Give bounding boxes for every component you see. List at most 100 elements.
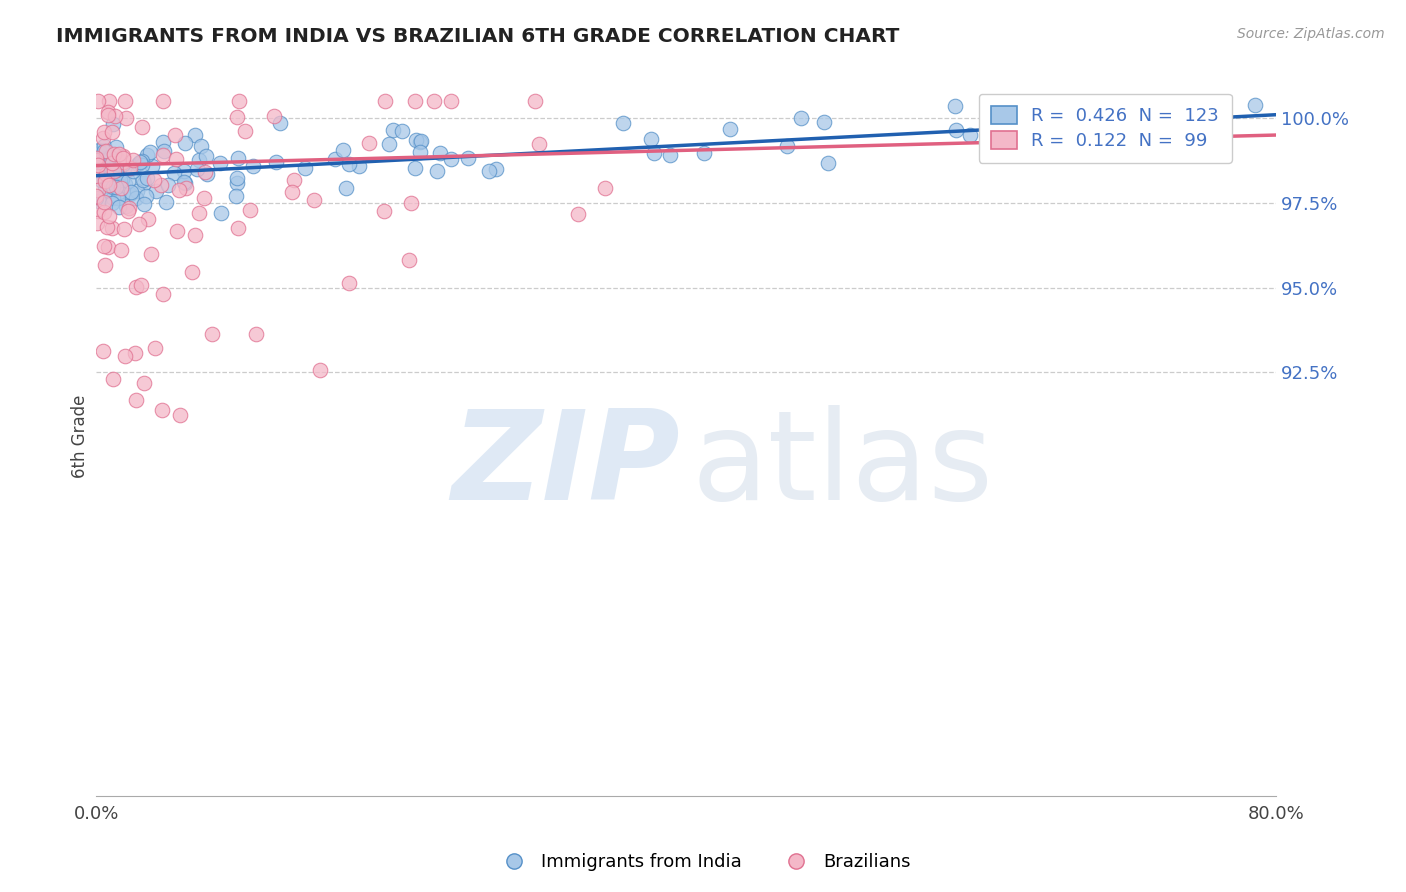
Point [302,193,325,207]
Point [1243,98,1265,112]
Point [97,176,120,190]
Point [325,152,347,166]
Point [135,188,157,202]
Point [101,125,124,139]
Point [153,144,176,158]
Y-axis label: 6th Grade: 6th Grade [72,395,89,478]
Point [143,341,166,355]
Point [1139,131,1161,145]
Point [94,258,117,272]
Point [225,188,247,202]
Point [111,149,134,163]
Point [440,94,463,108]
Point [108,173,131,187]
Point [132,376,155,390]
Point [156,178,179,192]
Point [1108,132,1130,146]
Point [117,203,139,218]
Point [87,194,110,208]
Point [108,186,131,200]
Point [440,153,463,167]
Text: Source: ZipAtlas.com: Source: ZipAtlas.com [1237,27,1385,41]
Point [374,94,396,108]
Point [139,145,162,159]
Point [103,164,125,178]
Point [186,161,208,176]
Point [90,173,112,187]
Point [112,222,135,236]
Point [141,159,163,173]
Point [228,151,250,165]
Point [226,221,249,235]
Point [98,150,121,164]
Legend: Immigrants from India, Brazilians: Immigrants from India, Brazilians [488,847,918,879]
Point [1121,109,1143,123]
Point [150,402,173,417]
Point [87,203,110,218]
Point [523,94,546,108]
Point [107,147,129,161]
Point [174,180,197,194]
Point [269,116,291,130]
Point [87,94,110,108]
Point [959,128,981,143]
Point [643,145,665,160]
Point [132,173,155,187]
Point [943,99,966,113]
Text: IMMIGRANTS FROM INDIA VS BRAZILIAN 6TH GRADE CORRELATION CHART: IMMIGRANTS FROM INDIA VS BRAZILIAN 6TH G… [56,27,900,45]
Point [337,277,360,291]
Point [94,174,117,188]
Point [612,115,634,129]
Point [409,135,432,149]
Point [347,159,370,173]
Point [378,137,401,152]
Point [457,151,479,165]
Point [233,124,256,138]
Point [131,153,153,168]
Point [124,346,146,360]
Point [105,162,128,177]
Point [187,153,209,167]
Point [107,191,129,205]
Point [87,143,110,157]
Point [104,153,127,167]
Point [226,110,249,124]
Point [308,363,330,377]
Point [86,216,108,230]
Point [125,392,148,407]
Point [155,194,177,209]
Point [173,176,195,190]
Point [593,181,616,195]
Point [152,148,174,162]
Point [129,277,152,292]
Point [484,162,506,177]
Point [813,114,835,128]
Point [398,253,420,268]
Point [96,220,118,235]
Point [101,156,124,170]
Point [86,169,108,183]
Point [96,240,118,254]
Point [105,157,128,171]
Point [110,244,132,258]
Point [103,372,125,386]
Point [194,149,217,163]
Point [111,172,134,186]
Point [979,122,1001,136]
Point [209,206,232,220]
Point [120,185,142,199]
Point [165,152,187,166]
Point [93,125,115,139]
Point [117,174,139,188]
Point [283,172,305,186]
Point [86,164,108,178]
Point [125,280,148,294]
Point [404,94,426,108]
Text: atlas: atlas [692,405,994,525]
Point [115,111,138,125]
Point [103,163,125,178]
Point [114,94,136,108]
Point [173,175,195,189]
Point [263,109,285,123]
Point [357,136,380,150]
